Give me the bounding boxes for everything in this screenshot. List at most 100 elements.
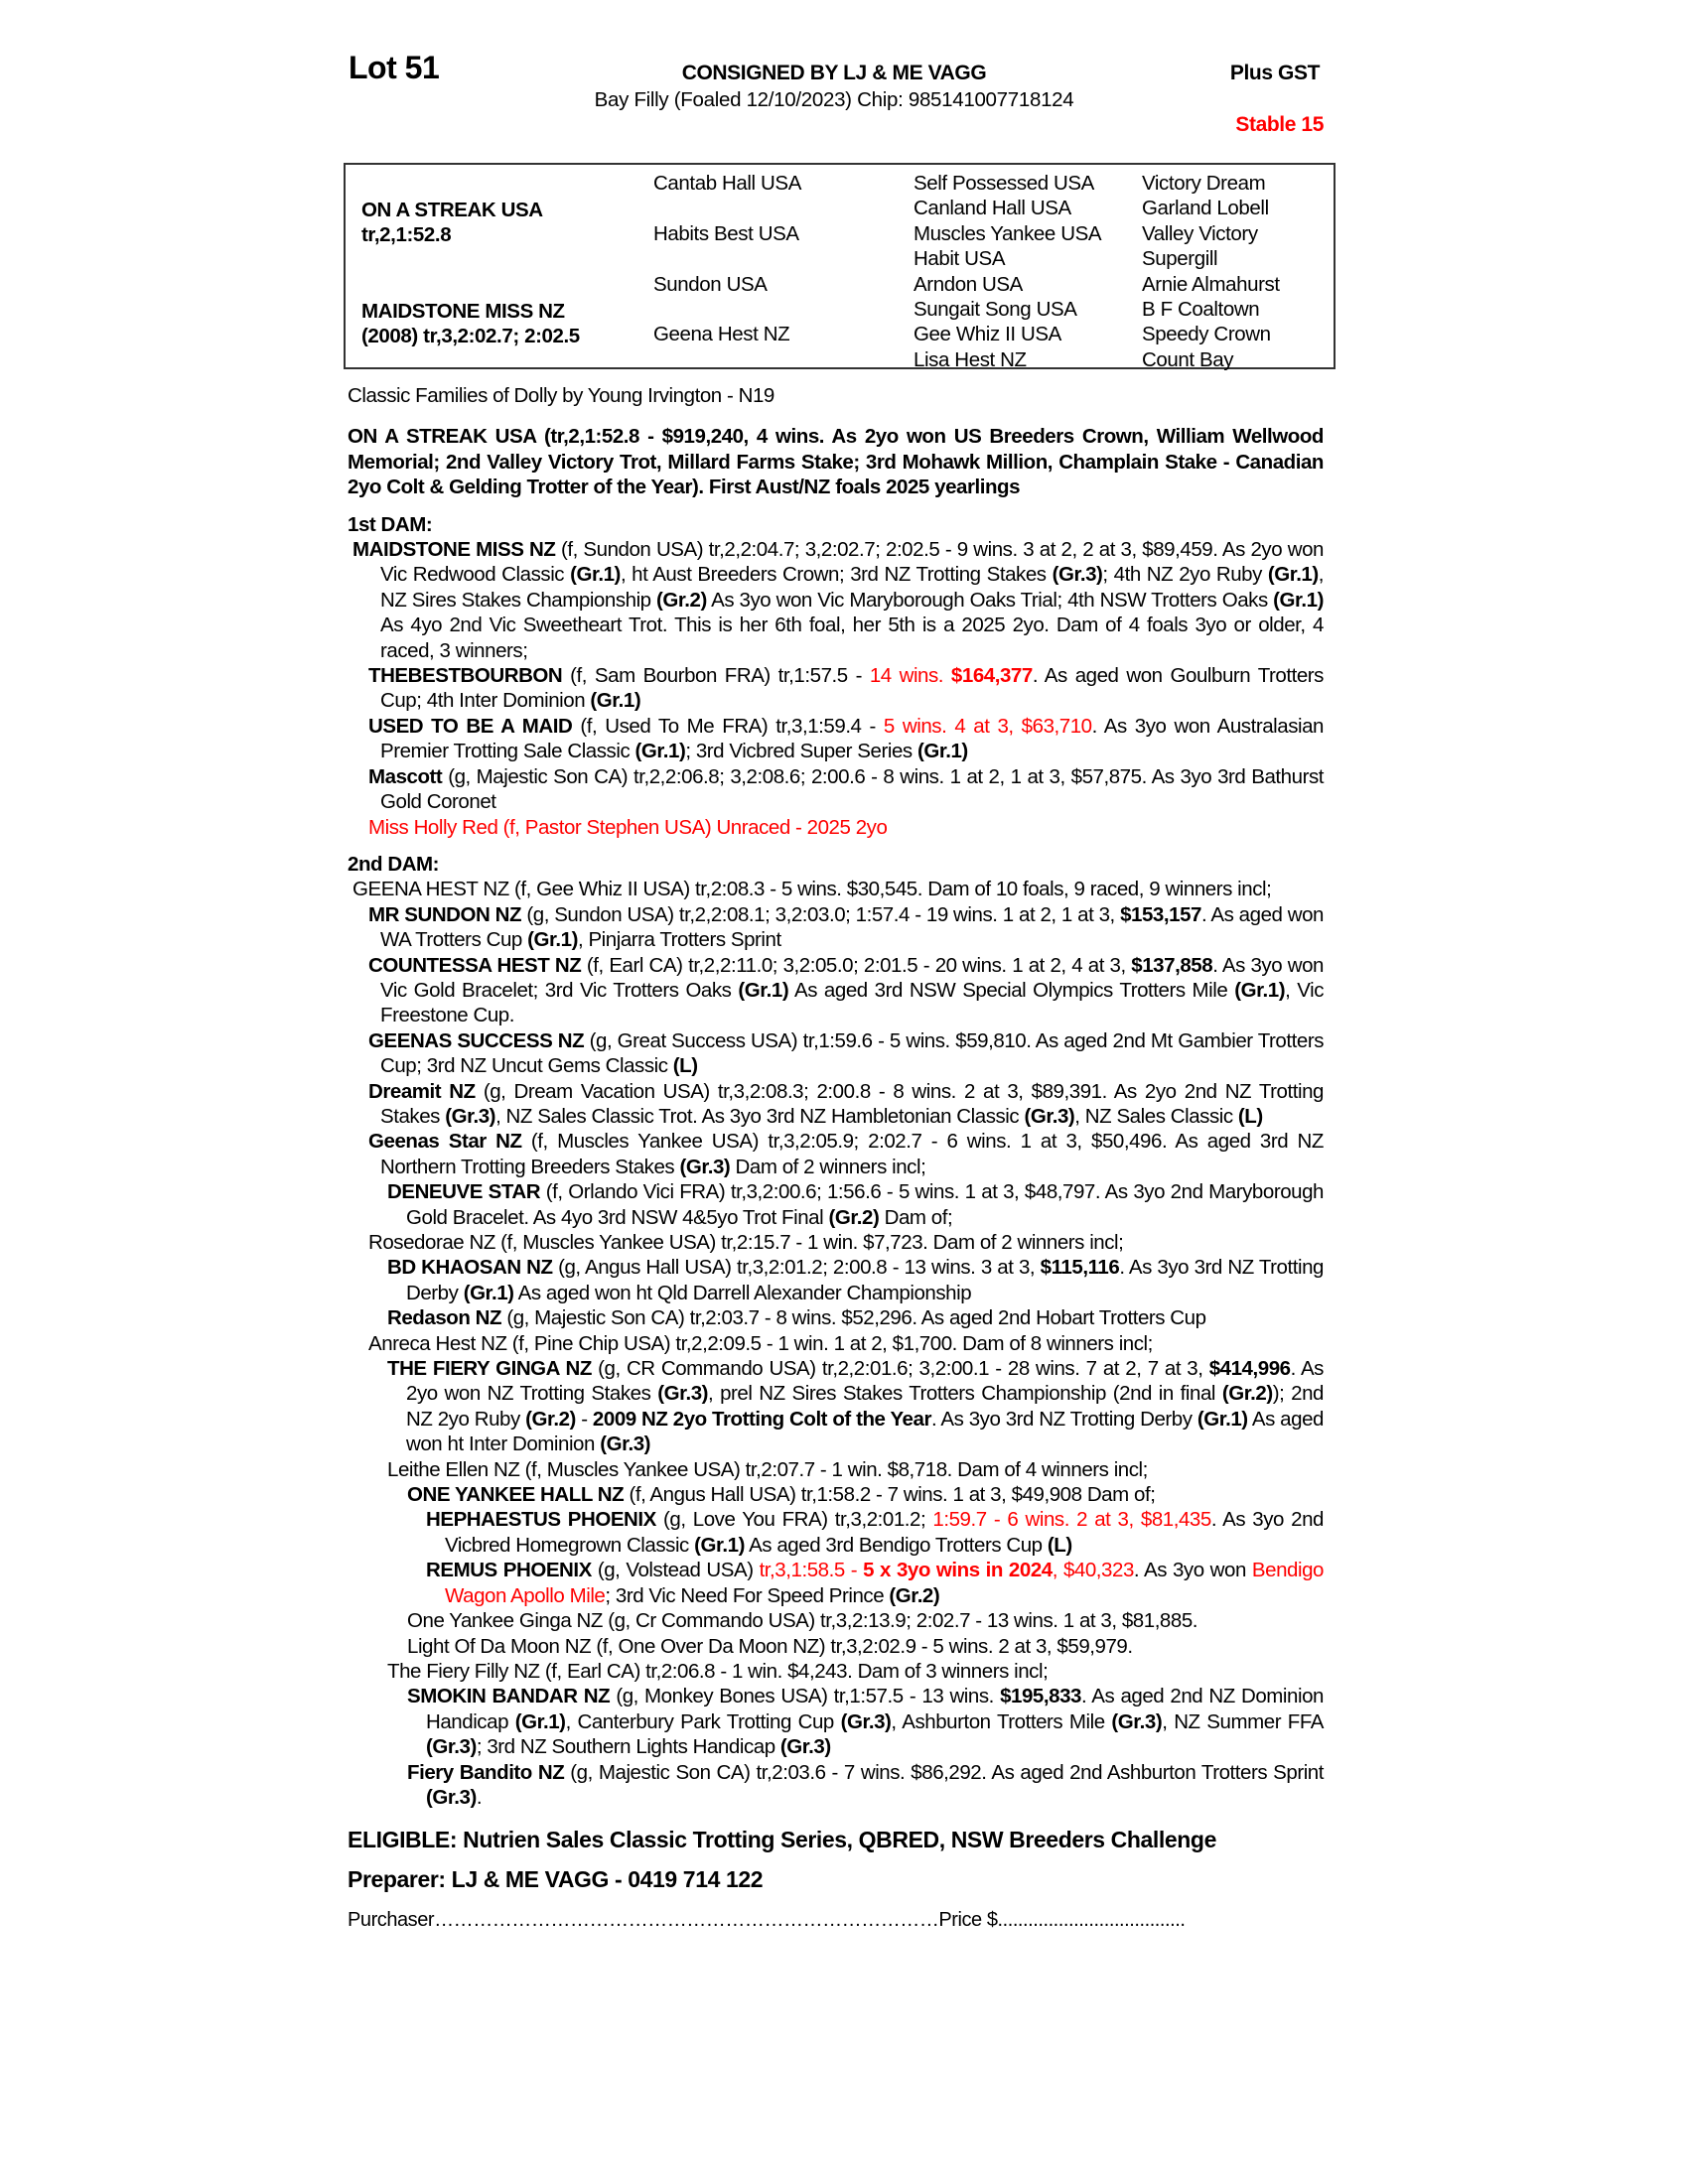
horse-name: Mascott <box>368 764 443 788</box>
horse-name: BD KHAOSAN NZ <box>387 1256 553 1280</box>
dam-progeny-entry: BD KHAOSAN NZ (g, Angus Hall USA) tr,3,2… <box>348 1255 1324 1305</box>
pedigree-table: ON A STREAK USA tr,2,1:52.8 MAIDSTONE MI… <box>344 163 1336 371</box>
entry-text: $115,116 <box>1040 1256 1120 1280</box>
dam-record: (2008) tr,3,2:02.7; 2:02.5 <box>361 325 580 347</box>
entry-text: (f, Angus Hall USA) tr,1:58.2 - 7 wins. … <box>624 1483 1156 1507</box>
grandparent: Cantab Hall USA <box>653 172 801 195</box>
great-grandparent: Arndon USA <box>914 272 1023 296</box>
entry-text: . As 3yo won <box>1133 1559 1252 1582</box>
entry-text: (Gr.3) <box>779 1735 831 1759</box>
entry-text: (Gr.2) <box>889 1583 940 1607</box>
sire-name: ON A STREAK USA <box>361 199 543 221</box>
entry-text: As aged won ht Inter Dominion <box>406 1407 1324 1456</box>
entry-text: (g, Monkey Bones USA) tr,1:57.5 - 13 win… <box>610 1685 1001 1708</box>
entry-text: (Gr.3) <box>1052 563 1103 587</box>
entry-text: (g, Love You FRA) tr,3,2:01.2; <box>655 1508 933 1532</box>
entry-text: (Gr.3) <box>600 1433 651 1456</box>
entry-text: 5 x 3yo wins in 2024 <box>863 1559 1053 1582</box>
dam-progeny-entry: Miss Holly Red (f, Pastor Stephen USA) U… <box>348 815 1324 840</box>
family-line: Classic Families of Dolly by Young Irvin… <box>348 384 774 407</box>
entry-text: GEENA HEST NZ (f, Gee Whiz II USA) tr,2:… <box>352 878 1272 901</box>
great-great-grandparent: Victory Dream <box>1142 172 1266 195</box>
entry-text: (Gr.2) <box>828 1205 880 1229</box>
great-great-grandparent: Count Bay <box>1142 347 1234 371</box>
entry-text: , Canterbury Park Trotting Cup <box>565 1709 841 1733</box>
lot-number: Lot 51 <box>349 50 440 85</box>
dam-heading: 1st DAM: <box>348 512 433 536</box>
sire-record: tr,2,1:52.8 <box>361 223 452 246</box>
dam-progeny-entry: THE FIERY GINGA NZ (g, CR Commando USA) … <box>348 1356 1324 1457</box>
great-great-grandparent: B F Coaltown <box>1142 298 1260 321</box>
horse-name: SMOKIN BANDAR NZ <box>407 1685 611 1708</box>
dam-progeny-entry: Geenas Star NZ (f, Muscles Yankee USA) t… <box>348 1129 1324 1179</box>
entry-text: , ht Aust Breeders Crown; 3rd NZ Trottin… <box>620 563 1053 587</box>
horse-name: GEENAS SUCCESS NZ <box>368 1028 585 1052</box>
entry-text: (f, Orlando Vici FRA) tr,3,2:00.6; 1:56.… <box>406 1180 1325 1229</box>
entry-text: As aged won ht Qld Darrell Alexander Cha… <box>513 1281 972 1304</box>
entry-text: ; 3rd NZ Southern Lights Handicap <box>476 1735 780 1759</box>
purchaser-price-line: Purchaser……………………………………………………………………Price… <box>348 1909 1186 1932</box>
entry-text: 5 wins. 4 at 3, $63,710 <box>883 714 1092 738</box>
horse-name: USED TO BE A MAID <box>368 714 573 738</box>
dam-progeny-entry: Anreca Hest NZ (f, Pine Chip USA) tr,2,2… <box>348 1331 1324 1356</box>
horse-name: Fiery Bandito NZ <box>407 1760 565 1784</box>
great-great-grandparent: Garland Lobell <box>1142 197 1269 220</box>
dam-progeny-entry: SMOKIN BANDAR NZ (g, Monkey Bones USA) t… <box>348 1684 1324 1759</box>
dam-progeny-entry: GEENAS SUCCESS NZ (g, Great Success USA)… <box>348 1028 1324 1079</box>
entry-text: , NZ Sales Classic Trot. As 3yo 3rd NZ H… <box>495 1104 1025 1128</box>
dam-name: MAIDSTONE MISS NZ <box>361 300 565 323</box>
entry-text: tr,3,1:58.5 - <box>759 1559 864 1582</box>
dam-progeny-entry: One Yankee Ginga NZ (g, Cr Commando USA)… <box>348 1608 1324 1633</box>
entry-text: . As 3yo 3rd NZ Trotting Derby <box>406 1256 1325 1304</box>
entry-text: (Gr.3) <box>445 1104 496 1128</box>
dam-progeny-entry: Rosedorae NZ (f, Muscles Yankee USA) tr,… <box>348 1230 1324 1255</box>
great-grandparent: Gee Whiz II USA <box>914 323 1061 346</box>
entry-text: $195,833 <box>1000 1685 1081 1708</box>
entry-text: (Gr.3) <box>1024 1104 1075 1128</box>
entry-text: (f, Sam Bourbon FRA) tr,1:57.5 - <box>562 664 870 688</box>
entry-text: (g, Dream Vacation USA) tr,3,2:08.3; 2:0… <box>380 1079 1324 1128</box>
entry-text: ; 3rd Vicbred Super Series <box>685 740 917 763</box>
entry-text: - <box>575 1407 593 1431</box>
dam-progeny-entry: The Fiery Filly NZ (f, Earl CA) tr,2:06.… <box>348 1659 1324 1684</box>
entry-text: Leithe Ellen NZ (f, Muscles Yankee USA) … <box>387 1457 1148 1481</box>
entry-text: 1:59.7 - 6 wins. 2 at 3, $81,435 <box>932 1508 1211 1532</box>
great-grandparent: Lisa Hest NZ <box>914 347 1027 371</box>
entry-text: (Gr.1) <box>1273 588 1324 612</box>
dam-progeny-entry: COUNTESSA HEST NZ (f, Earl CA) tr,2,2:11… <box>348 953 1324 1028</box>
great-grandparent: Canland Hall USA <box>914 197 1071 220</box>
horse-name: COUNTESSA HEST NZ <box>368 953 582 977</box>
entry-text: (Gr.1) <box>916 740 968 763</box>
horse-name: MAIDSTONE MISS NZ <box>352 538 556 562</box>
entry-text: (f, Used To Me FRA) tr,3,1:59.4 - <box>572 714 884 738</box>
entry-text: , $40,323 <box>1052 1559 1135 1582</box>
entry-text: (g, Majestic Son CA) tr,2:03.7 - 8 wins.… <box>501 1306 1206 1330</box>
entry-text: Dam of; <box>879 1205 953 1229</box>
entry-text: . As 3yo won Australasian Premier Trotti… <box>380 714 1325 763</box>
entry-text: (g, Sundon USA) tr,2,2:08.1; 3,2:03.0; 1… <box>521 902 1121 926</box>
entry-text: Rosedorae NZ (f, Muscles Yankee USA) tr,… <box>368 1231 1124 1254</box>
horse-name: THEBESTBOURBON <box>368 664 563 688</box>
great-great-grandparent: Supergill <box>1142 247 1218 271</box>
horse-name: MR SUNDON NZ <box>368 902 522 926</box>
dam-progeny-entry: REMUS PHOENIX (g, Volstead USA) tr,3,1:5… <box>348 1558 1324 1608</box>
dam-progeny-entry: Leithe Ellen NZ (f, Muscles Yankee USA) … <box>348 1457 1324 1482</box>
entry-text: $153,157 <box>1120 902 1201 926</box>
horse-name: Redason NZ <box>387 1306 502 1330</box>
entry-text: . As aged 2nd NZ Dominion Handicap <box>426 1685 1324 1733</box>
entry-text: . As 3yo 2nd Vicbred Homegrown Classic <box>445 1508 1324 1557</box>
entry-text: The Fiery Filly NZ (f, Earl CA) tr,2:06.… <box>387 1659 1049 1683</box>
consignor: CONSIGNED BY LJ & ME VAGG <box>681 62 987 84</box>
entry-text: , NZ Sales Classic <box>1074 1104 1238 1128</box>
entry-text: Anreca Hest NZ (f, Pine Chip USA) tr,2,2… <box>368 1331 1153 1355</box>
entry-text: (Gr.2) <box>656 588 707 612</box>
entry-text: (Gr.1) <box>514 1709 566 1733</box>
entry-text: (g, Majestic Son CA) tr,2:03.6 - 7 wins.… <box>564 1760 1325 1784</box>
entry-text: . As 2yo won NZ Trotting Stakes <box>406 1357 1324 1406</box>
entry-text: (Gr.1) <box>694 1533 745 1557</box>
dam-progeny-entry: Mascott (g, Majestic Son CA) tr,2,2:06.8… <box>348 764 1324 815</box>
entry-text: (Gr.3) <box>657 1382 709 1406</box>
eligible-line: ELIGIBLE: Nutrien Sales Classic Trotting… <box>348 1827 1216 1853</box>
great-great-grandparent: Speedy Crown <box>1142 323 1271 346</box>
entry-text: (f, Sundon USA) tr,2,2:04.7; 3,2:02.7; 2… <box>380 538 1324 587</box>
